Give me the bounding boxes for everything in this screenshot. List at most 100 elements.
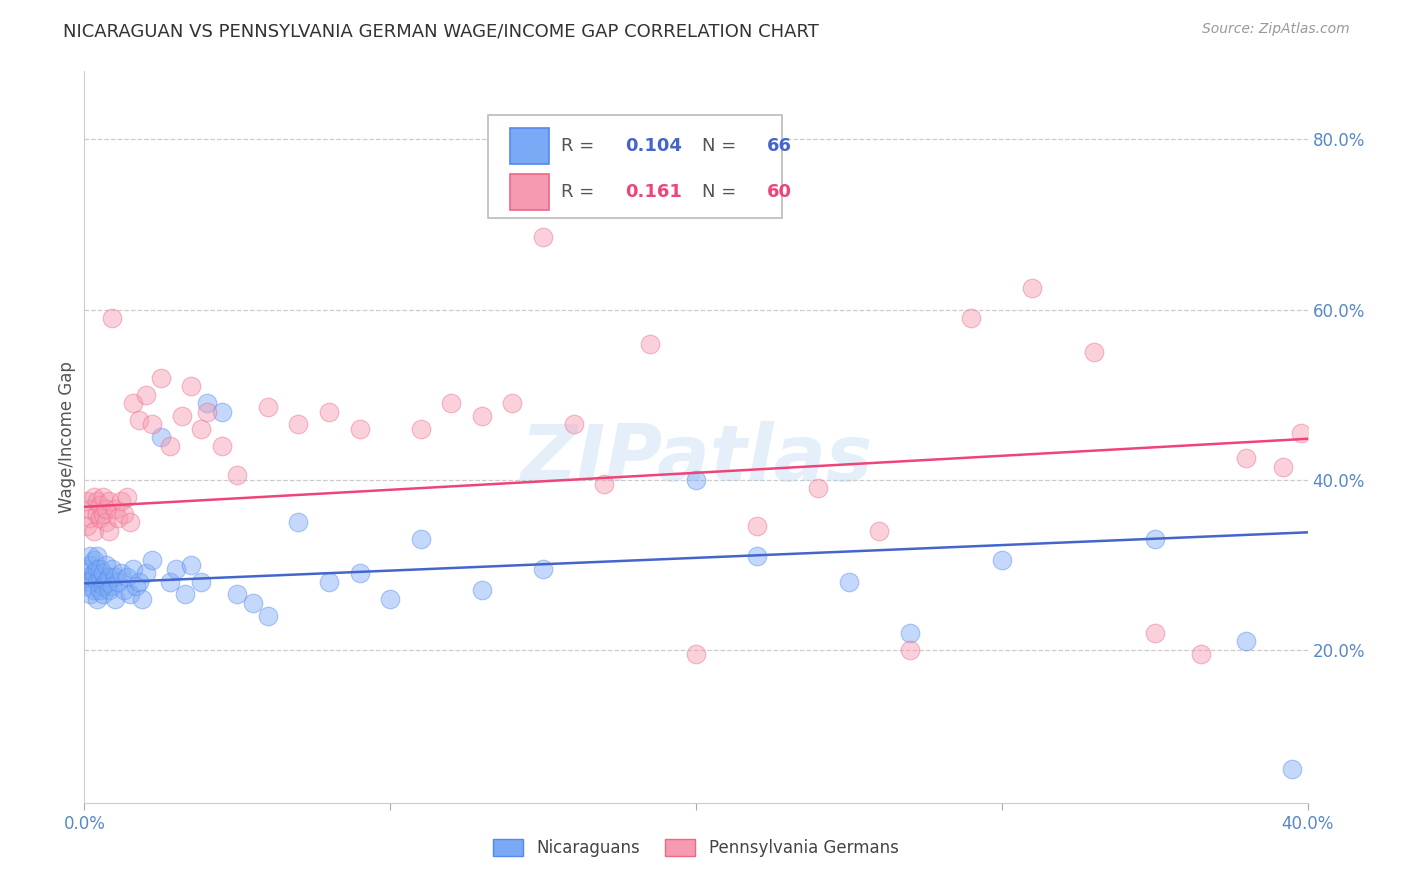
Point xyxy=(898,642,921,657)
Point xyxy=(1189,647,1212,661)
Point xyxy=(747,519,769,533)
Point xyxy=(562,417,585,432)
Point xyxy=(440,396,463,410)
Point xyxy=(1236,634,1258,648)
Point xyxy=(101,579,124,593)
Point xyxy=(991,553,1014,567)
Point xyxy=(122,396,145,410)
Legend: Nicaraguans, Pennsylvania Germans: Nicaraguans, Pennsylvania Germans xyxy=(486,832,905,864)
Point xyxy=(110,566,132,581)
Text: R =: R = xyxy=(561,183,600,201)
Point xyxy=(165,562,187,576)
Text: N =: N = xyxy=(702,183,742,201)
Point xyxy=(94,558,117,572)
Point xyxy=(141,553,163,567)
Point xyxy=(960,311,983,326)
Point xyxy=(685,473,707,487)
Point xyxy=(1143,532,1166,546)
Point xyxy=(91,566,114,581)
Point xyxy=(471,409,494,423)
Text: R =: R = xyxy=(561,137,600,155)
Point xyxy=(76,494,98,508)
Point xyxy=(159,574,181,589)
Point xyxy=(83,490,105,504)
Point xyxy=(195,396,218,410)
Point xyxy=(83,553,105,567)
Point xyxy=(89,498,111,512)
Point xyxy=(91,490,114,504)
Point xyxy=(531,230,554,244)
Point xyxy=(409,421,432,435)
Point xyxy=(97,570,120,584)
Point xyxy=(1281,762,1303,776)
Point xyxy=(174,587,197,601)
Point xyxy=(115,490,138,504)
Text: NICARAGUAN VS PENNSYLVANIA GERMAN WAGE/INCOME GAP CORRELATION CHART: NICARAGUAN VS PENNSYLVANIA GERMAN WAGE/I… xyxy=(63,22,820,40)
Point xyxy=(349,566,371,581)
Point xyxy=(502,396,524,410)
Point xyxy=(76,562,98,576)
Point xyxy=(1236,451,1258,466)
Point xyxy=(1083,345,1105,359)
Point xyxy=(97,583,120,598)
FancyBboxPatch shape xyxy=(510,174,550,211)
Point xyxy=(86,562,108,576)
Point xyxy=(104,591,127,606)
Point xyxy=(83,583,105,598)
FancyBboxPatch shape xyxy=(510,128,550,164)
Point xyxy=(83,570,105,584)
Point xyxy=(79,587,101,601)
Point xyxy=(318,404,340,418)
Point xyxy=(94,515,117,529)
Point xyxy=(91,579,114,593)
Point xyxy=(807,481,830,495)
Point xyxy=(380,591,402,606)
Point xyxy=(685,647,707,661)
Text: 0.161: 0.161 xyxy=(626,183,682,201)
Point xyxy=(86,507,108,521)
Point xyxy=(79,549,101,563)
Point xyxy=(409,532,432,546)
Text: N =: N = xyxy=(702,137,742,155)
Point xyxy=(110,494,132,508)
Point xyxy=(86,591,108,606)
Point xyxy=(318,574,340,589)
Point xyxy=(89,511,111,525)
Point xyxy=(122,562,145,576)
Point xyxy=(120,515,142,529)
Point xyxy=(83,524,105,538)
Point xyxy=(120,587,142,601)
Point xyxy=(97,494,120,508)
Point xyxy=(190,574,212,589)
Point xyxy=(226,468,249,483)
Point xyxy=(94,502,117,516)
Point xyxy=(257,608,280,623)
Point xyxy=(226,587,249,601)
Point xyxy=(638,336,661,351)
Point xyxy=(593,476,616,491)
Text: ZIPatlas: ZIPatlas xyxy=(520,421,872,497)
Text: 60: 60 xyxy=(766,183,792,201)
Point xyxy=(172,409,194,423)
Point xyxy=(104,502,127,516)
Point xyxy=(349,421,371,435)
Point xyxy=(180,379,202,393)
Point xyxy=(104,570,127,584)
Point xyxy=(531,562,554,576)
Point xyxy=(287,417,309,432)
Point xyxy=(94,574,117,589)
Point xyxy=(79,558,101,572)
Point xyxy=(128,574,150,589)
Point xyxy=(211,439,233,453)
Point xyxy=(211,404,233,418)
Text: Source: ZipAtlas.com: Source: ZipAtlas.com xyxy=(1202,22,1350,37)
Point xyxy=(141,417,163,432)
Point xyxy=(1021,281,1043,295)
Text: 66: 66 xyxy=(766,137,792,155)
Point xyxy=(86,549,108,563)
Point xyxy=(89,562,111,576)
Point xyxy=(257,401,280,415)
Point xyxy=(76,579,98,593)
Point xyxy=(190,421,212,435)
Point xyxy=(97,524,120,538)
